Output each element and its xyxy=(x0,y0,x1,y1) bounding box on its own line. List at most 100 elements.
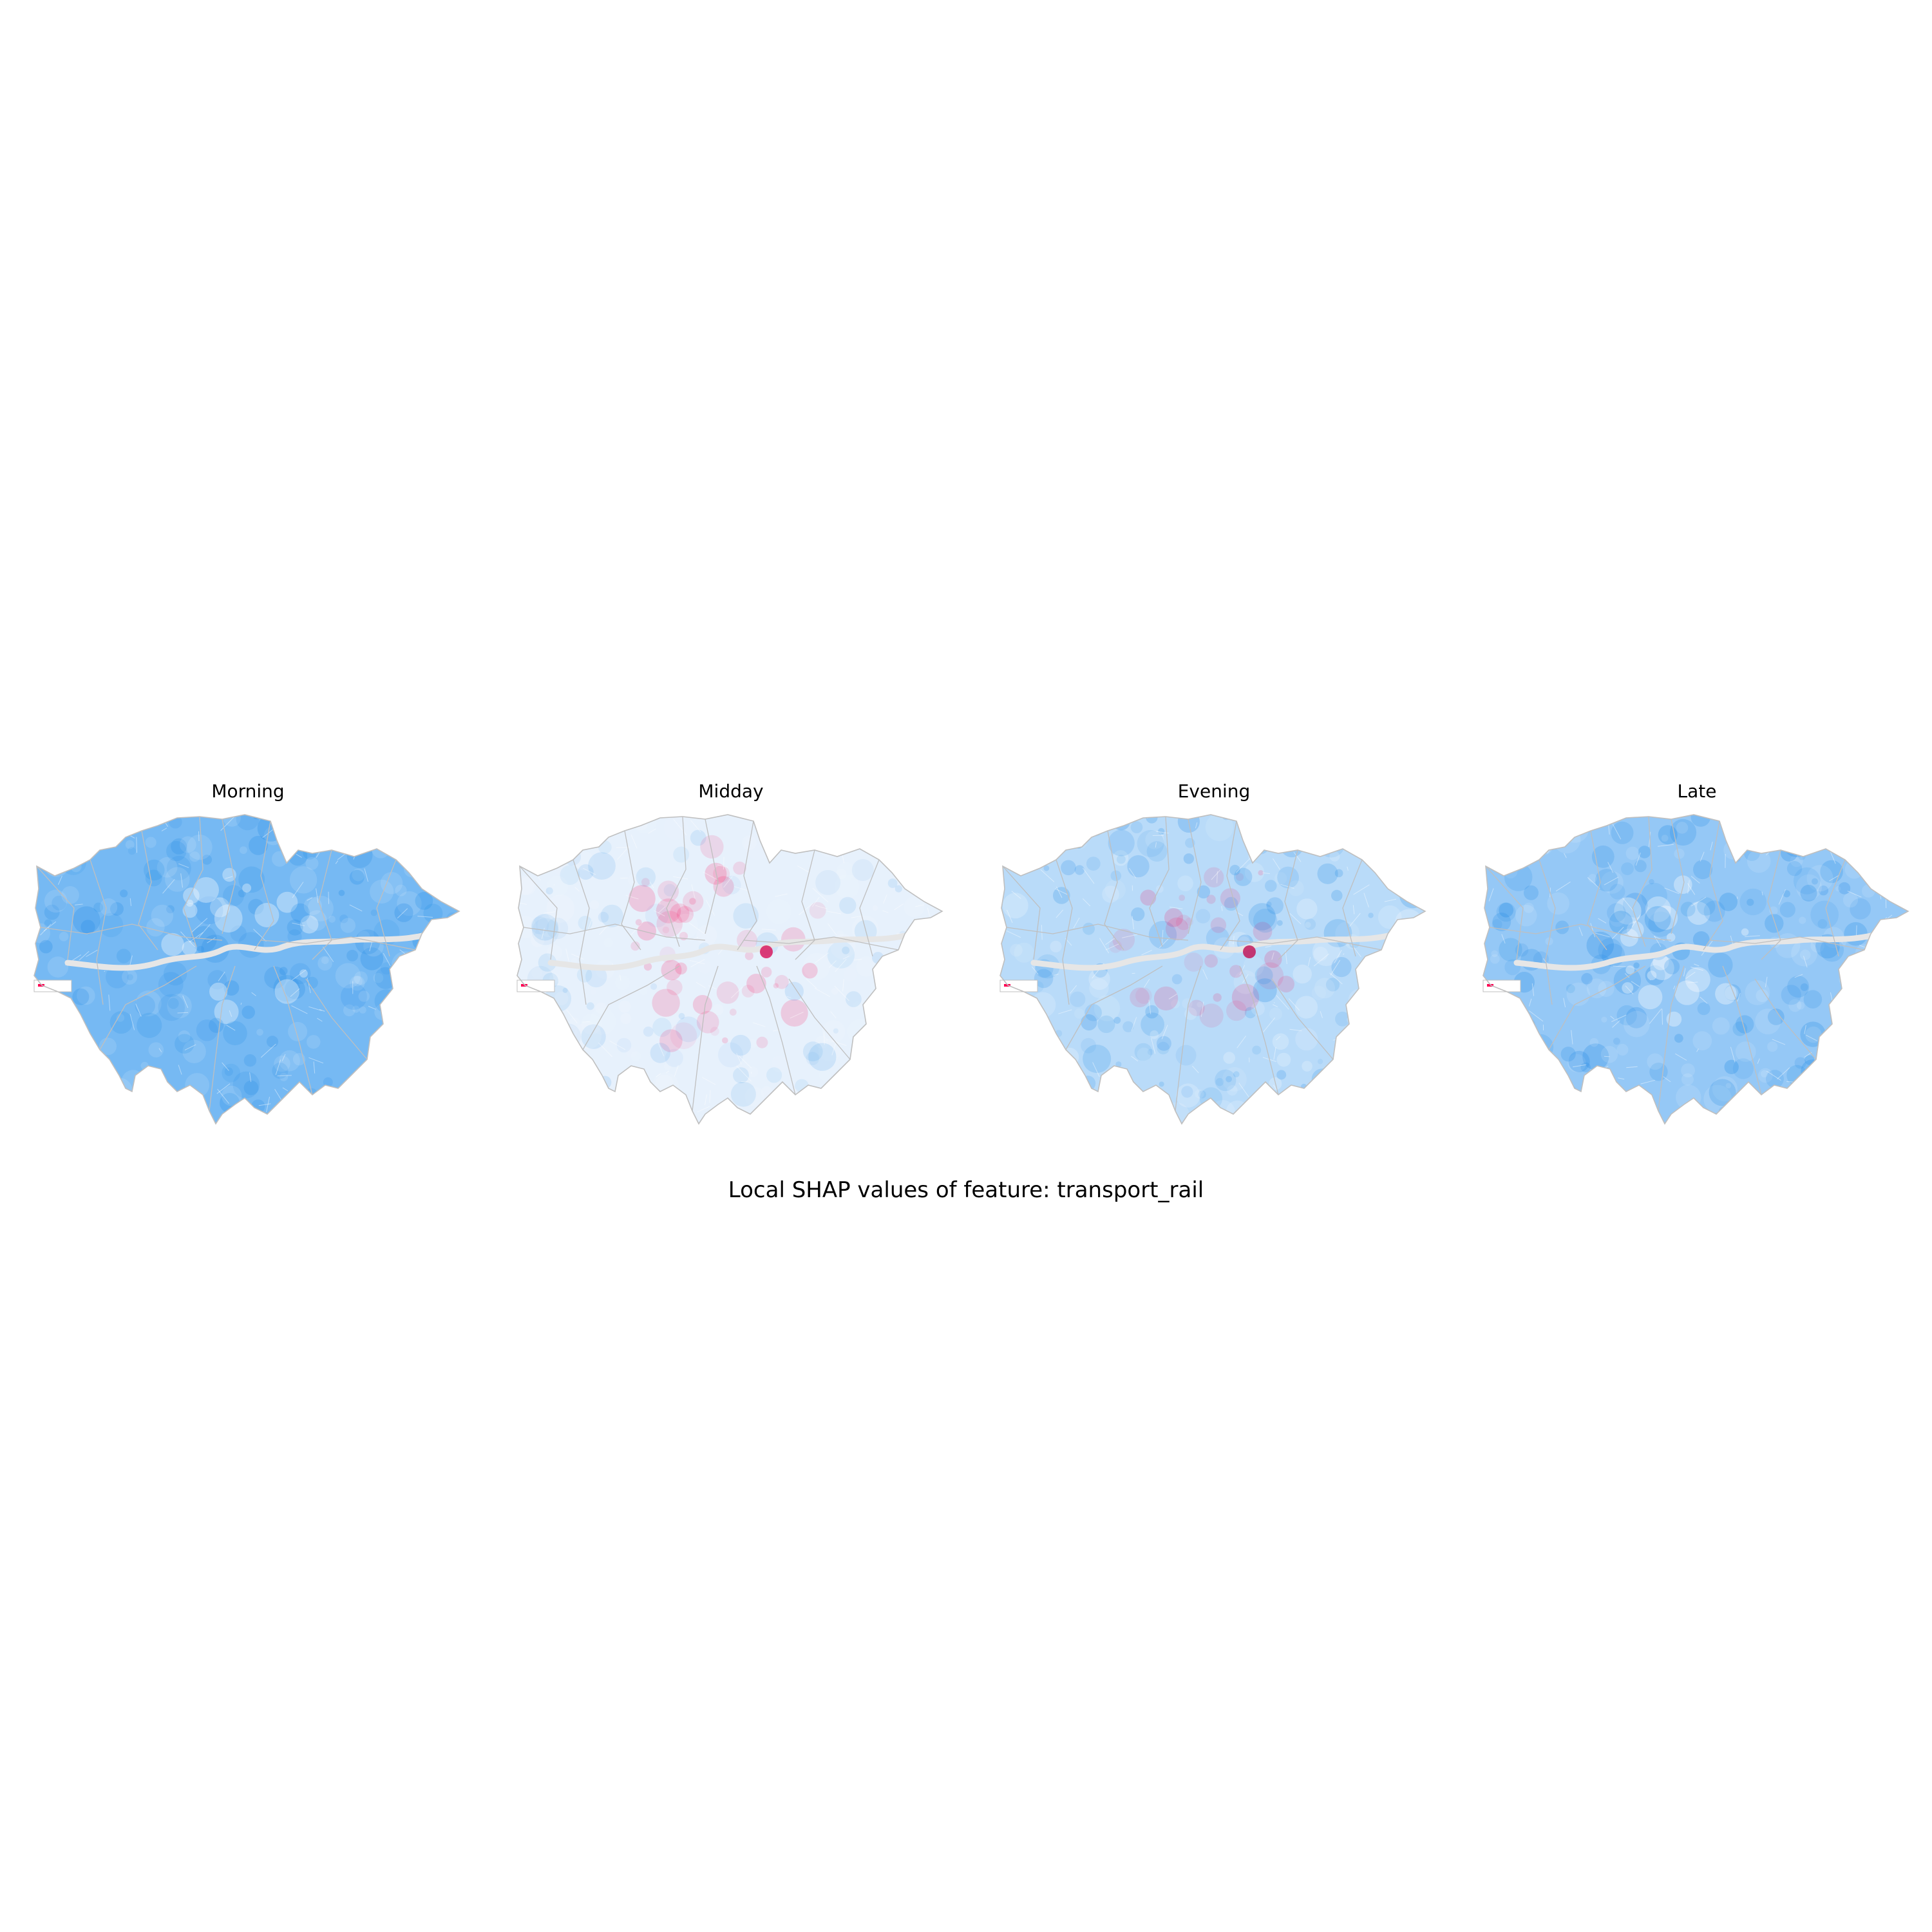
shap-texture-blob xyxy=(517,994,524,1003)
shap-texture-blob xyxy=(1749,1113,1756,1119)
road-network-line xyxy=(1293,851,1302,862)
shap-texture-blob xyxy=(1265,880,1277,892)
shap-texture-blob xyxy=(1613,1037,1620,1045)
shap-texture-blob xyxy=(1499,938,1522,961)
road-network-line xyxy=(585,829,596,832)
shap-texture-blob xyxy=(928,1051,942,1078)
shap-texture-blob xyxy=(1197,885,1211,899)
shap-texture-blob xyxy=(1492,919,1502,930)
shap-texture-blob xyxy=(1034,969,1054,989)
shap-texture-blob xyxy=(643,962,652,971)
shap-texture-blob xyxy=(1329,851,1340,862)
shap-texture-blob xyxy=(214,904,243,933)
shap-texture-blob xyxy=(79,1056,105,1082)
road-network-line xyxy=(1710,841,1713,851)
road-network-line xyxy=(1618,1077,1625,1080)
shap-texture-blob xyxy=(236,815,260,831)
shap-texture-blob xyxy=(1311,1068,1333,1090)
shap-texture-blob xyxy=(1271,1096,1299,1124)
borough-boundary xyxy=(312,849,332,960)
road-network-line xyxy=(266,1096,270,1112)
shap-texture-blob xyxy=(447,987,459,1010)
shap-texture-blob xyxy=(1368,913,1374,918)
shap-texture-blob xyxy=(710,1027,719,1036)
shap-texture-blob xyxy=(712,1004,724,1016)
shap-texture-blob xyxy=(1127,855,1150,878)
shap-texture-blob xyxy=(240,846,247,854)
road-network-line xyxy=(392,1087,399,1097)
road-network-line xyxy=(1131,1017,1137,1031)
road-network-line xyxy=(313,1061,316,1074)
road-network-line xyxy=(126,1108,134,1121)
shap-texture-blob xyxy=(223,885,244,907)
shap-texture-blob xyxy=(1089,978,1109,998)
shap-texture-blob xyxy=(438,982,451,995)
road-network-line xyxy=(1329,972,1343,985)
shap-texture-blob xyxy=(556,1041,576,1060)
road-network-line xyxy=(690,959,705,967)
road-network-line xyxy=(1531,983,1535,996)
road-network-line xyxy=(1581,1113,1595,1121)
shap-texture-blob xyxy=(581,1024,606,1049)
shap-texture-blob xyxy=(1544,1088,1555,1101)
shap-texture-blob xyxy=(1325,978,1340,992)
shap-texture-blob xyxy=(1502,1035,1513,1046)
borough-boundary xyxy=(1761,849,1781,960)
shap-texture-blob xyxy=(1537,1081,1558,1101)
shap-texture-blob xyxy=(350,976,365,991)
shap-texture-blob xyxy=(1648,911,1674,937)
shap-texture-blob xyxy=(1783,890,1790,898)
shap-texture-blob xyxy=(1103,1094,1110,1101)
road-network-line xyxy=(1664,887,1680,895)
borough-boundary xyxy=(743,936,899,951)
shap-texture-blob xyxy=(777,829,784,836)
road-network-line xyxy=(701,1077,716,1085)
shap-texture-blob xyxy=(1283,815,1311,832)
shap-texture-blob xyxy=(629,1095,645,1112)
road-network-line xyxy=(723,876,733,888)
shap-texture-blob xyxy=(1588,874,1597,883)
borough-boundary xyxy=(1632,816,1653,947)
shap-texture-blob xyxy=(586,1002,594,1010)
shap-texture-blob xyxy=(925,1099,942,1117)
shap-texture-blob xyxy=(761,1086,773,1099)
road-network-line xyxy=(178,1065,182,1075)
road-network-line xyxy=(761,929,776,931)
shap-texture-blob xyxy=(426,878,439,891)
road-network-line xyxy=(1663,1076,1671,1083)
shap-texture-blob xyxy=(209,1018,224,1033)
shap-texture-blob xyxy=(242,1005,256,1019)
shap-texture-blob xyxy=(1056,837,1066,846)
shap-texture-blob xyxy=(179,836,196,853)
borough-boundary xyxy=(260,936,416,951)
road-network-line xyxy=(1757,1058,1760,1064)
shap-texture-blob xyxy=(1000,826,1022,851)
shap-texture-blob xyxy=(1061,860,1076,876)
shap-texture-blob xyxy=(1205,815,1234,842)
shap-texture-blob xyxy=(374,989,399,1013)
shap-texture-blob xyxy=(1582,1043,1609,1070)
road-network-line xyxy=(97,1101,113,1109)
road-network-line xyxy=(1840,842,1842,851)
shap-texture-blob xyxy=(1810,900,1839,929)
road-network-line xyxy=(281,1054,286,1061)
shap-texture-blob xyxy=(290,903,310,923)
road-network-line xyxy=(1683,968,1686,977)
shap-texture-blob xyxy=(77,986,95,1005)
shap-texture-blob xyxy=(80,920,95,934)
shap-texture-blob xyxy=(1786,1065,1808,1086)
shap-texture-blob xyxy=(1791,940,1817,967)
shap-texture-blob xyxy=(567,1095,575,1104)
shap-texture-blob xyxy=(1094,995,1121,1021)
road-network-line xyxy=(419,1089,431,1094)
shap-texture-blob xyxy=(517,815,534,840)
road-network-line xyxy=(1408,1063,1415,1079)
shap-texture-blob xyxy=(1495,1092,1510,1107)
shap-texture-blob xyxy=(1804,1055,1815,1065)
shap-texture-blob xyxy=(338,889,345,896)
shap-texture-blob xyxy=(1598,938,1622,962)
shap-texture-blob xyxy=(1709,1079,1736,1106)
shap-texture-blob xyxy=(1294,996,1318,1019)
shap-texture-blob xyxy=(548,1059,569,1080)
shap-texture-blob xyxy=(1609,911,1633,934)
